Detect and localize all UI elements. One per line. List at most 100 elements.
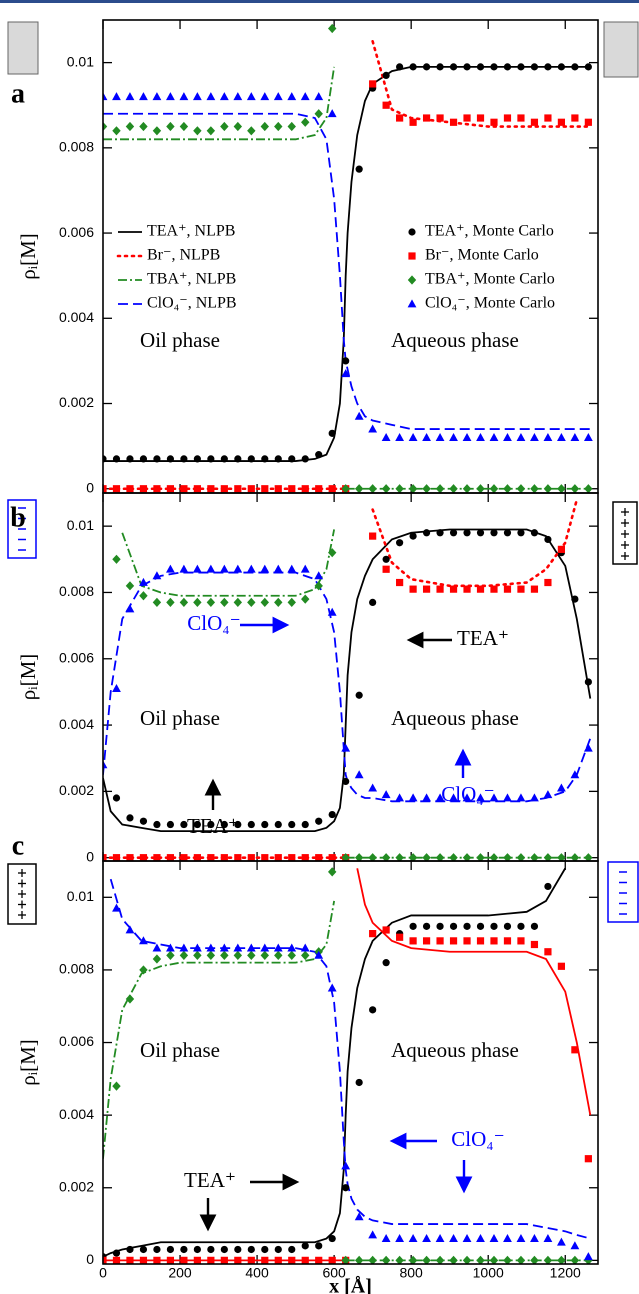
data-point bbox=[139, 485, 148, 493]
data-point bbox=[436, 63, 444, 71]
y-axis-label: ρᵢ[M] bbox=[16, 1039, 40, 1086]
data-point bbox=[516, 433, 526, 442]
data-point bbox=[193, 1256, 201, 1264]
data-point bbox=[341, 484, 350, 493]
y-tick-label: 0 bbox=[86, 479, 94, 495]
data-point bbox=[530, 433, 539, 442]
data-point bbox=[462, 1233, 472, 1242]
data-point bbox=[233, 564, 243, 573]
data-point bbox=[234, 455, 242, 463]
data-point bbox=[328, 548, 337, 558]
data-point bbox=[382, 71, 390, 79]
side-box bbox=[607, 861, 639, 923]
data-point bbox=[462, 433, 472, 442]
data-point bbox=[369, 80, 377, 88]
data-point bbox=[530, 853, 539, 861]
data-point bbox=[517, 529, 525, 537]
data-point bbox=[153, 1256, 161, 1264]
data-point bbox=[408, 1255, 418, 1264]
data-point bbox=[570, 433, 580, 442]
data-point bbox=[571, 1046, 579, 1054]
data-point bbox=[261, 1245, 269, 1254]
data-point bbox=[476, 1233, 485, 1242]
data-point bbox=[327, 109, 337, 118]
data-point bbox=[166, 597, 175, 608]
data-point bbox=[557, 545, 566, 553]
data-point bbox=[193, 455, 201, 463]
data-point bbox=[584, 484, 593, 493]
data-point bbox=[449, 937, 458, 945]
data-point bbox=[220, 820, 228, 829]
data-point bbox=[103, 760, 108, 769]
data-point bbox=[396, 63, 404, 71]
data-point bbox=[368, 853, 377, 861]
data-point bbox=[207, 485, 215, 493]
data-point bbox=[354, 484, 364, 493]
annotation: ClO₄⁻ bbox=[187, 611, 240, 635]
data-point bbox=[288, 455, 296, 463]
data-point bbox=[503, 114, 512, 122]
y-tick-label: 0.01 bbox=[67, 888, 94, 904]
data-point bbox=[381, 1255, 391, 1264]
legend-label: Br⁻, Monte Carlo bbox=[425, 247, 539, 264]
data-point bbox=[300, 943, 310, 952]
y-tick-label: 0.006 bbox=[59, 649, 94, 665]
data-point bbox=[584, 63, 592, 71]
data-point bbox=[584, 1155, 592, 1163]
data-point bbox=[422, 484, 431, 493]
data-point bbox=[206, 597, 216, 608]
annotation: TEA⁺ bbox=[184, 1168, 236, 1192]
data-point bbox=[342, 777, 350, 786]
data-point bbox=[126, 485, 134, 493]
data-point bbox=[314, 581, 323, 591]
data-point bbox=[261, 854, 269, 861]
data-point bbox=[341, 743, 351, 752]
data-point bbox=[557, 783, 566, 792]
data-point bbox=[409, 63, 417, 71]
data-point bbox=[301, 117, 310, 127]
data-point bbox=[476, 114, 485, 122]
data-point bbox=[179, 950, 189, 960]
data-point bbox=[408, 793, 418, 802]
data-point bbox=[247, 485, 255, 493]
data-point bbox=[125, 925, 135, 934]
data-point bbox=[125, 121, 135, 132]
data-point bbox=[152, 126, 162, 136]
data-point bbox=[476, 484, 485, 493]
annotation: TEA⁺ bbox=[187, 814, 239, 838]
data-point bbox=[125, 604, 135, 613]
data-point bbox=[396, 933, 404, 941]
data-point bbox=[422, 1233, 431, 1242]
data-point bbox=[422, 937, 431, 945]
data-point bbox=[139, 577, 148, 586]
legend-label: ClO₄⁻, NLPB bbox=[147, 295, 237, 312]
data-point bbox=[207, 455, 215, 463]
annotation: TEA⁺ bbox=[457, 626, 509, 650]
data-point bbox=[463, 529, 471, 537]
annotation: Aqueous phase bbox=[391, 1038, 519, 1062]
y-tick-label: 0.006 bbox=[59, 224, 94, 240]
data-point bbox=[301, 485, 309, 493]
data-point bbox=[436, 114, 444, 122]
legend-label: Br⁻, NLPB bbox=[147, 247, 220, 264]
data-point bbox=[570, 770, 580, 779]
data-point bbox=[571, 595, 579, 603]
data-point bbox=[422, 433, 431, 442]
data-point bbox=[207, 1256, 215, 1264]
data-point bbox=[530, 922, 539, 930]
data-point bbox=[381, 790, 391, 799]
data-point bbox=[382, 926, 390, 934]
data-point bbox=[435, 433, 445, 442]
data-point bbox=[396, 578, 404, 587]
data-point bbox=[315, 451, 323, 459]
data-point bbox=[112, 903, 121, 912]
data-point bbox=[103, 455, 107, 463]
y-tick-label: 0.006 bbox=[59, 1033, 94, 1049]
data-point bbox=[436, 529, 444, 537]
data-point bbox=[543, 433, 553, 442]
data-point bbox=[206, 126, 216, 136]
legend-swatch bbox=[407, 299, 417, 308]
data-point bbox=[489, 1255, 499, 1264]
data-point bbox=[247, 126, 256, 136]
